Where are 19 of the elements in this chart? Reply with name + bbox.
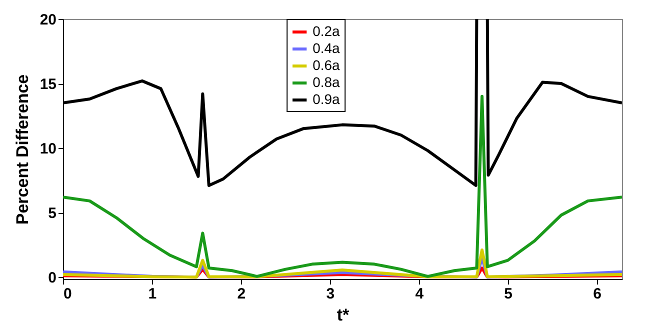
- legend-label: 0.4a: [312, 40, 340, 56]
- y-axis-title: Percent Difference: [12, 74, 32, 225]
- y-tick-label: 10: [40, 140, 56, 158]
- y-tick-label: 0: [48, 270, 56, 287]
- x-tick-label: 4: [415, 286, 424, 302]
- legend-label: 0.6a: [312, 57, 340, 73]
- y-tick-label: 5: [48, 205, 56, 222]
- y-tick-label: 15: [40, 76, 56, 94]
- x-axis-title: t*: [336, 306, 350, 324]
- legend-label: 0.2a: [312, 23, 340, 39]
- x-tick-label: 0: [64, 286, 72, 302]
- legend-label: 0.9a: [312, 91, 340, 107]
- x-tick-label: 3: [326, 286, 335, 302]
- x-tick-label: 6: [593, 286, 602, 302]
- y-tick-label: 20: [40, 12, 56, 28]
- x-tick-label: 1: [148, 286, 157, 302]
- x-tick-label: 5: [504, 286, 513, 302]
- x-tick-label: 2: [237, 286, 246, 302]
- legend-label: 0.8a: [312, 74, 340, 90]
